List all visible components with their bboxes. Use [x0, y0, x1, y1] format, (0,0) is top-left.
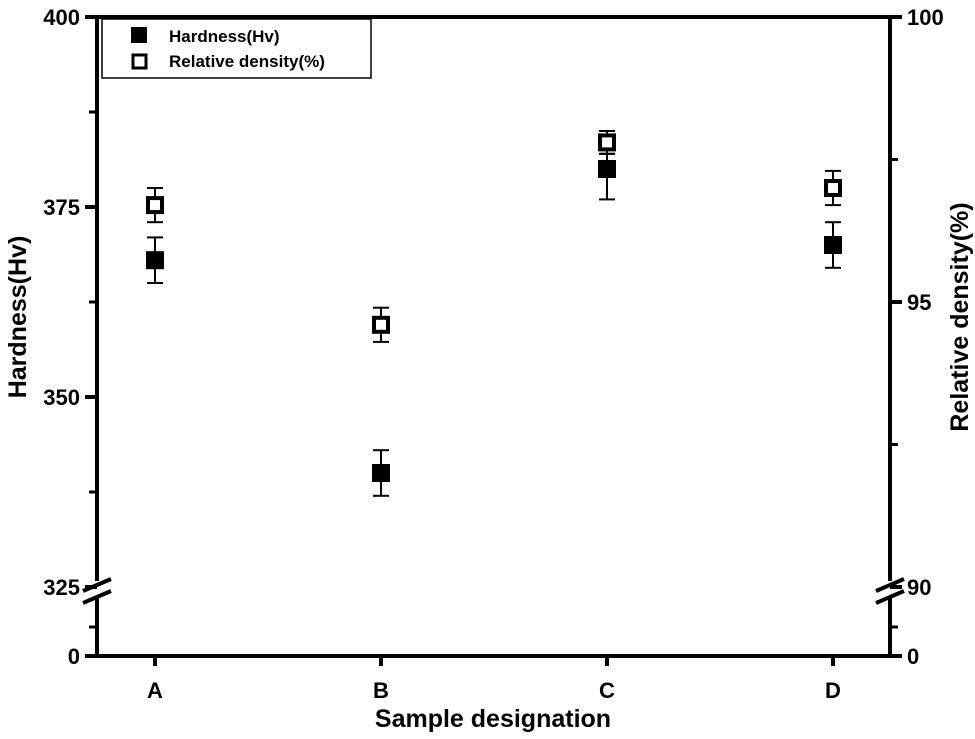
legend-label: Hardness(Hv) — [169, 27, 280, 46]
x-axis-title: Sample designation — [375, 705, 611, 733]
legend: Hardness(Hv) Relative density(%) — [101, 18, 372, 79]
right-tick-label: 100 — [907, 5, 944, 30]
filled-square-icon — [131, 27, 147, 43]
data-points — [146, 130, 842, 497]
legend-label: Relative density(%) — [169, 52, 325, 71]
hardness-point — [146, 236, 164, 284]
left-tick-label: 325 — [43, 575, 80, 600]
open-square-icon — [131, 53, 148, 70]
right-tick-label: 0 — [907, 644, 919, 669]
axes — [82, 15, 905, 658]
density-point — [372, 306, 390, 343]
density-point — [598, 130, 616, 155]
filled-square-icon — [824, 236, 842, 254]
open-square-icon — [146, 196, 164, 215]
density-point — [824, 169, 842, 207]
left-tick-label: 350 — [43, 385, 80, 410]
right-tick-label: 95 — [907, 290, 931, 315]
left-tick-label: 400 — [43, 5, 80, 30]
x-tick-label: B — [373, 678, 389, 703]
open-square-icon — [598, 133, 616, 152]
x-tick-label: A — [147, 678, 163, 703]
filled-square-icon — [372, 464, 390, 482]
x-tick-label: C — [599, 678, 615, 703]
left-axis-title: Hardness(Hv) — [4, 236, 32, 399]
open-square-icon — [372, 315, 390, 334]
ticks: 0 325 350 375 400 0 90 95 100 A B C D — [43, 5, 943, 703]
filled-square-icon — [146, 251, 164, 270]
right-axis-title: Relative density(%) — [946, 202, 974, 431]
open-square-icon — [824, 179, 842, 197]
left-tick-label: 0 — [68, 644, 80, 669]
right-tick-label: 90 — [907, 575, 931, 600]
x-tick-label: D — [825, 678, 841, 703]
density-point — [146, 187, 164, 224]
hardness-point — [824, 221, 842, 269]
filled-square-icon — [598, 160, 616, 178]
hardness-point — [598, 152, 616, 201]
hardness-point — [372, 449, 390, 497]
left-tick-label: 375 — [43, 195, 80, 220]
